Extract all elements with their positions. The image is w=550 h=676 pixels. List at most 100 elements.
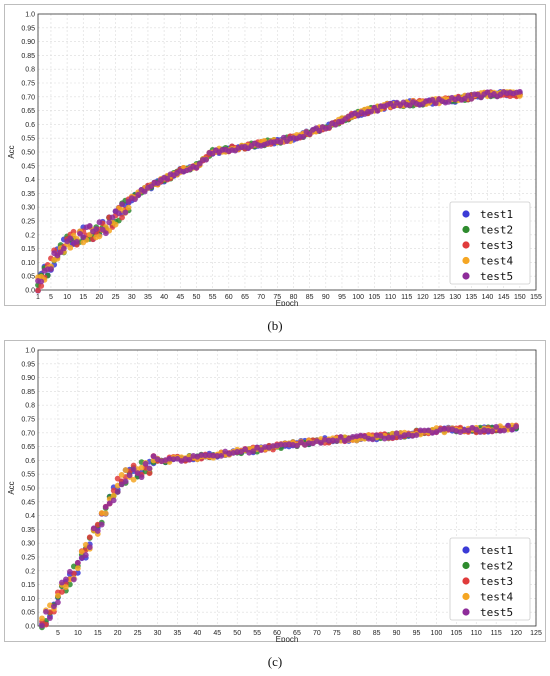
y-tick-label: 0.30 [21,205,35,212]
data-point-test5 [109,214,116,221]
legend-marker-test4 [462,256,470,265]
data-point-test5 [134,470,141,477]
data-point-test5 [333,438,340,444]
data-point-test4 [122,467,129,473]
data-point-test5 [203,156,210,163]
x-tick-label: 75 [273,294,281,301]
data-point-test5 [186,456,193,463]
data-point-test5 [250,448,257,455]
data-point-test5 [445,98,452,105]
data-point-test5 [48,266,54,272]
x-tick-label: 35 [174,630,182,637]
data-point-test5 [242,446,249,453]
legend-marker-test1 [462,210,470,218]
data-point-test5 [119,201,125,208]
x-tick-label: 120 [417,294,429,301]
y-tick-label: 0.0 [25,288,35,295]
y-tick-label: 0.85 [21,389,35,396]
x-tick-label: 115 [401,294,412,301]
scatter-chart-c: 0.0 0.05 0.10 0.15 0.2 0.25 0.30 0.35 0.4 0.45 0.5… [4,340,546,642]
legend-marker-test2 [462,561,470,570]
x-tick-label: 40 [193,630,201,637]
data-point-test4 [110,492,117,499]
legend-label-test4: test4 [480,255,513,268]
y-tick-label: 0.4 [25,513,35,520]
data-point-test5 [73,239,80,245]
y-tick-label: 0.25 [21,555,35,562]
x-tick-label: 105 [450,630,462,637]
data-point-test3 [146,470,153,477]
data-point-test5 [193,164,200,171]
data-point-test5 [413,432,420,438]
data-point-test4 [55,592,61,599]
x-tick-label: 150 [514,294,526,301]
x-tick-label: 50 [193,294,201,301]
data-point-test5 [103,230,109,237]
x-tick-label: 25 [134,630,142,637]
x-tick-label: 20 [96,294,104,301]
x-tick-label: 40 [160,294,168,301]
y-tick-label: 0.35 [21,191,35,198]
data-point-test5 [505,422,512,429]
y-tick-label: 0.55 [21,136,35,143]
x-tick-label: 135 [465,294,477,301]
data-point-test5 [80,234,87,241]
data-point-test5 [317,440,324,446]
x-tick-label: 15 [94,630,102,637]
x-tick-label: 10 [63,294,71,301]
x-tick-label: 100 [431,630,443,637]
x-tick-label: 20 [114,630,122,637]
x-axis-title: Epoch [276,299,299,306]
y-tick-label: 0.65 [21,108,35,115]
x-tick-label: 120 [510,630,522,637]
data-point-test5 [67,235,74,242]
data-point-test5 [98,521,105,528]
data-point-test5 [306,131,313,138]
data-point-test4 [74,565,81,572]
x-tick-label: 95 [413,630,421,637]
x-tick-label: 60 [225,294,233,301]
x-tick-label: 125 [433,294,445,301]
data-point-test4 [67,244,74,251]
caption-c: (c) [267,654,283,669]
x-tick-label: 140 [482,294,494,301]
data-point-test5 [70,576,77,583]
x-tick-label: 65 [241,294,249,301]
data-point-test3 [59,589,65,595]
data-point-test4 [125,204,132,211]
data-point-test5 [316,127,323,134]
data-point-test5 [126,472,133,479]
data-point-test4 [39,615,45,622]
x-tick-label: 60 [273,630,281,637]
x-tick-label: 45 [213,630,221,637]
data-point-test5 [258,447,264,453]
y-tick-label: 0.4 [25,177,35,184]
legend-marker-test3 [462,577,470,585]
legend-label-test2: test2 [480,560,513,573]
data-point-test4 [112,221,119,228]
legend-box [449,537,531,621]
y-tick-label: 0.50 [21,150,35,157]
y-tick-label: 0.25 [21,219,35,226]
data-point-test5 [130,466,137,473]
data-point-test5 [196,160,203,167]
data-point-test5 [55,599,61,606]
y-tick-label: 0.90 [21,39,35,46]
data-point-test5 [164,175,171,182]
caption-b: (b) [267,318,283,333]
data-point-test5 [150,453,157,460]
data-point-test4 [96,233,103,240]
y-tick-label: 0.15 [21,582,35,589]
data-point-test5 [509,426,515,433]
data-point-test5 [43,608,49,615]
data-point-test5 [122,209,129,216]
y-tick-label: 0.45 [21,163,35,170]
data-point-test5 [60,245,67,252]
y-tick-label: 0.2 [25,232,35,239]
x-tick-label: 35 [144,294,152,301]
data-point-test3 [38,283,45,289]
y-tick-label: 0.8 [25,403,35,410]
data-point-test4 [62,584,69,590]
legend-label-test5: test5 [480,606,513,619]
y-tick-label: 0.75 [21,81,35,88]
